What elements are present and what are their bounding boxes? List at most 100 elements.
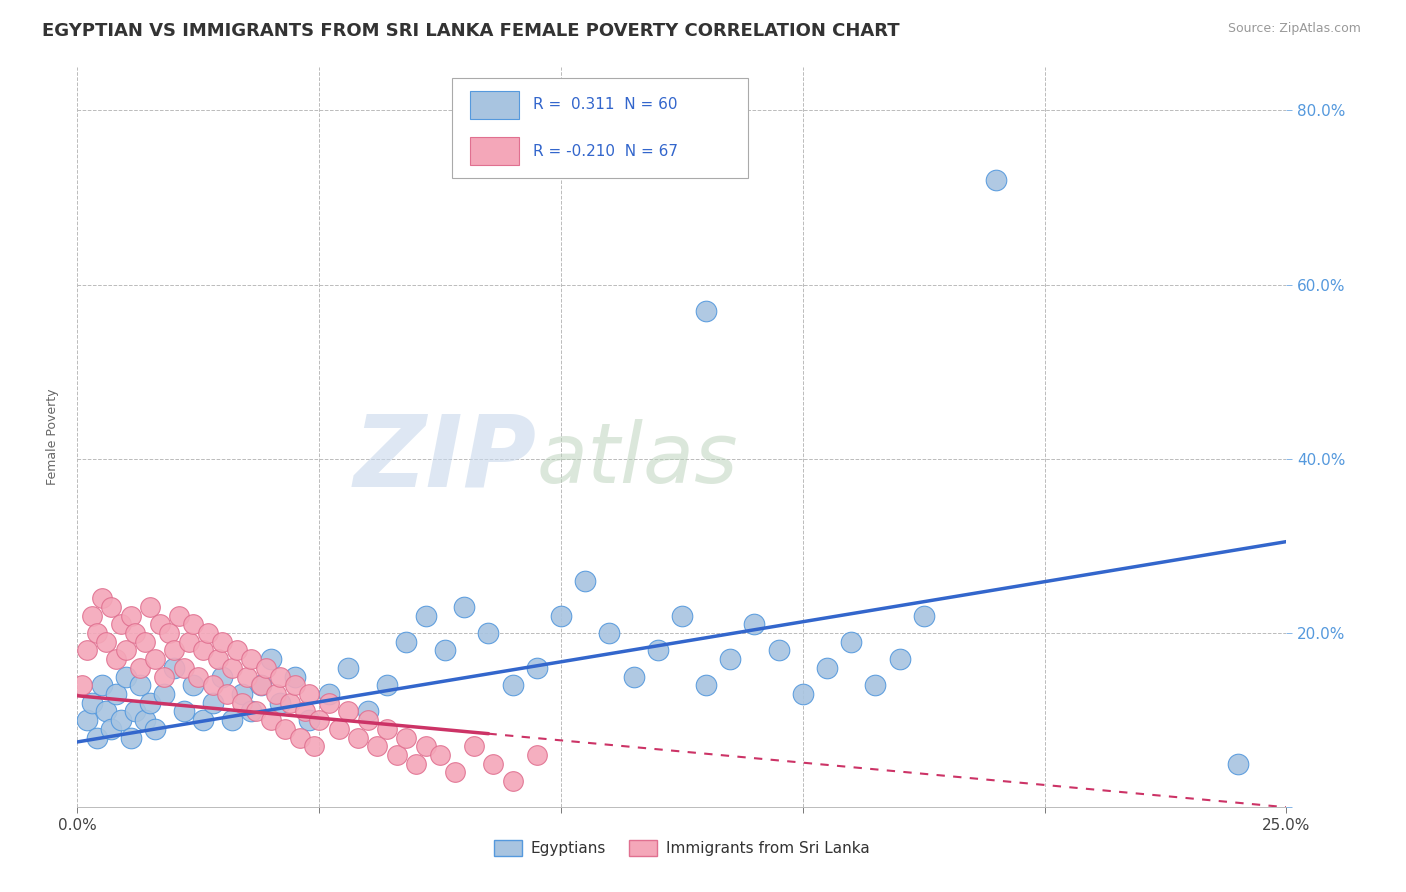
Point	[986, 173, 1008, 187]
Point	[110, 713, 132, 727]
Point	[191, 643, 214, 657]
Point	[139, 599, 162, 614]
Point	[134, 713, 156, 727]
Point	[718, 652, 741, 666]
Point	[328, 722, 350, 736]
Point	[502, 678, 524, 692]
Point	[240, 705, 263, 719]
Point	[157, 626, 180, 640]
Point	[269, 696, 291, 710]
Point	[318, 696, 340, 710]
Point	[211, 634, 233, 648]
Point	[647, 643, 669, 657]
Point	[356, 713, 378, 727]
Point	[129, 678, 152, 692]
Point	[284, 670, 307, 684]
Point	[110, 617, 132, 632]
Point	[463, 739, 485, 754]
Point	[526, 661, 548, 675]
Point	[96, 705, 118, 719]
Point	[254, 661, 277, 675]
Point	[304, 739, 326, 754]
Point	[173, 705, 195, 719]
Point	[294, 705, 316, 719]
Point	[153, 687, 176, 701]
Point	[167, 608, 190, 623]
Point	[143, 722, 166, 736]
Point	[337, 705, 360, 719]
Point	[235, 670, 257, 684]
Point	[191, 713, 214, 727]
Point	[623, 670, 645, 684]
Point	[90, 678, 112, 692]
Point	[443, 765, 465, 780]
Point	[100, 599, 122, 614]
Point	[114, 670, 136, 684]
Point	[76, 713, 98, 727]
Point	[768, 643, 790, 657]
Point	[221, 661, 243, 675]
Point	[288, 731, 311, 745]
Point	[839, 634, 862, 648]
Point	[183, 617, 205, 632]
Point	[139, 696, 162, 710]
Point	[695, 678, 717, 692]
Point	[671, 608, 693, 623]
Point	[260, 713, 283, 727]
FancyBboxPatch shape	[470, 91, 519, 119]
Point	[250, 678, 273, 692]
Point	[153, 670, 176, 684]
Point	[120, 608, 142, 623]
Point	[574, 574, 596, 588]
Point	[405, 756, 427, 771]
Point	[86, 731, 108, 745]
Point	[197, 626, 219, 640]
Point	[148, 617, 170, 632]
Point	[201, 678, 224, 692]
Point	[269, 670, 291, 684]
Point	[264, 687, 287, 701]
Point	[337, 661, 360, 675]
Point	[163, 643, 186, 657]
Point	[76, 643, 98, 657]
Point	[163, 661, 186, 675]
Point	[298, 713, 321, 727]
Point	[124, 705, 146, 719]
Point	[395, 634, 418, 648]
Point	[86, 626, 108, 640]
Text: R =  0.311  N = 60: R = 0.311 N = 60	[533, 97, 678, 112]
Point	[100, 722, 122, 736]
Point	[129, 661, 152, 675]
Point	[889, 652, 911, 666]
Text: EGYPTIAN VS IMMIGRANTS FROM SRI LANKA FEMALE POVERTY CORRELATION CHART: EGYPTIAN VS IMMIGRANTS FROM SRI LANKA FE…	[42, 22, 900, 40]
Point	[143, 652, 166, 666]
Point	[482, 756, 505, 771]
Point	[183, 678, 205, 692]
Legend: Egyptians, Immigrants from Sri Lanka: Egyptians, Immigrants from Sri Lanka	[488, 834, 876, 863]
Point	[912, 608, 935, 623]
Point	[226, 643, 249, 657]
Point	[231, 687, 253, 701]
Point	[240, 652, 263, 666]
Point	[231, 696, 253, 710]
Point	[433, 643, 456, 657]
Point	[105, 687, 128, 701]
Point	[187, 670, 209, 684]
Point	[1227, 756, 1250, 771]
Text: atlas: atlas	[537, 418, 738, 500]
Point	[274, 722, 297, 736]
Point	[865, 678, 887, 692]
Point	[80, 608, 103, 623]
Point	[815, 661, 838, 675]
Point	[114, 643, 136, 657]
Point	[318, 687, 340, 701]
Point	[124, 626, 146, 640]
Point	[211, 670, 233, 684]
Point	[177, 634, 200, 648]
Point	[96, 634, 118, 648]
Point	[375, 722, 398, 736]
Point	[429, 747, 451, 762]
Point	[134, 634, 156, 648]
Point	[105, 652, 128, 666]
Point	[70, 678, 93, 692]
